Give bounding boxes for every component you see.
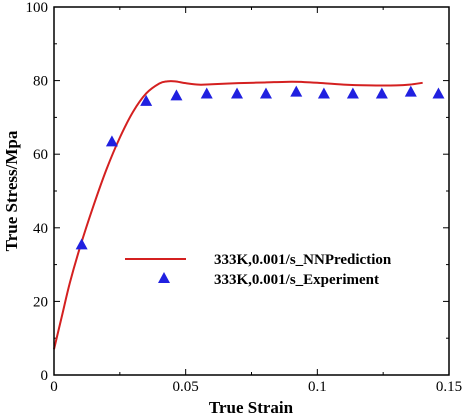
y-axis-title: True Stress/Mpa xyxy=(2,130,21,251)
y-tick-label: 60 xyxy=(33,147,48,163)
legend-triangle-marker xyxy=(158,272,170,283)
plot-frame xyxy=(53,6,450,376)
x-tick-label: 0.05 xyxy=(173,379,199,395)
experiment-point xyxy=(404,85,417,97)
experiment-point xyxy=(231,87,244,99)
experiment-point xyxy=(346,87,359,99)
y-tick-label: 20 xyxy=(33,294,48,310)
experiment-point xyxy=(375,87,388,99)
legend-label-prediction: 333K,0.001/s_NNPrediction xyxy=(214,252,392,268)
experiment-point xyxy=(259,87,272,99)
x-tick-label: 0.15 xyxy=(436,379,462,395)
legend: 333K,0.001/s_NNPrediction 333K,0.001/s_E… xyxy=(125,252,392,288)
experiment-point xyxy=(170,89,183,101)
experiment-point xyxy=(140,94,153,106)
plot-content xyxy=(53,80,445,350)
series-line-nn-prediction xyxy=(53,80,423,350)
y-axis-ticks: 0 20 40 60 80 100 xyxy=(26,0,449,384)
experiment-point xyxy=(75,238,88,250)
y-tick-label: 0 xyxy=(41,368,49,384)
experiment-point xyxy=(432,87,445,99)
experiment-point xyxy=(317,87,330,99)
experiment-point xyxy=(105,135,118,147)
y-tick-label: 80 xyxy=(33,74,48,90)
x-axis-title: True Strain xyxy=(209,398,294,417)
experiment-point xyxy=(290,85,303,97)
y-tick-label: 40 xyxy=(33,221,48,237)
legend-label-experiment: 333K,0.001/s_Experiment xyxy=(214,272,379,288)
experiment-point xyxy=(200,87,213,99)
x-tick-label: 0 xyxy=(50,379,58,395)
y-tick-label: 100 xyxy=(26,0,49,16)
x-tick-label: 0.1 xyxy=(308,379,327,395)
x-axis-ticks: 0 0.05 0.1 0.15 xyxy=(50,7,462,395)
